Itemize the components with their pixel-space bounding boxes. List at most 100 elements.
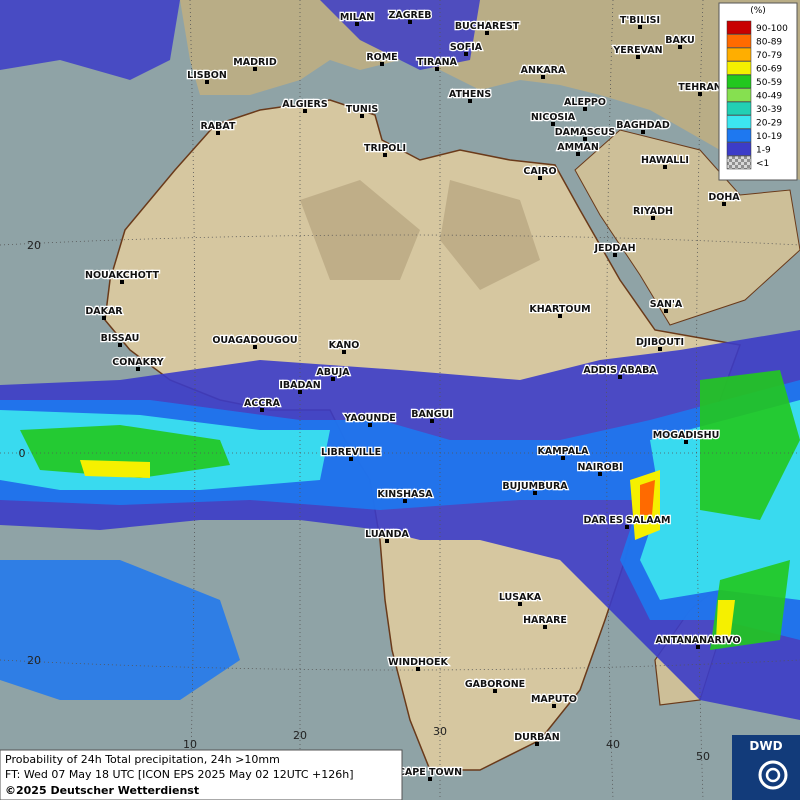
city-marker <box>380 62 384 66</box>
logo-swirl <box>758 760 788 790</box>
latitude-label: 20 <box>27 654 41 667</box>
city-marker <box>698 92 702 96</box>
city-label: LIBREVILLE <box>321 447 381 458</box>
legend-swatch <box>726 20 752 35</box>
city-marker <box>722 202 726 206</box>
city-label: KINSHASA <box>377 489 433 500</box>
legend-swatch <box>726 34 752 48</box>
city-label: T'BILISI <box>620 15 660 26</box>
city-marker <box>678 45 682 49</box>
city-label: NAIROBI <box>577 462 622 473</box>
city-label: GABORONE <box>465 679 525 690</box>
city-marker <box>102 316 106 320</box>
city-marker <box>684 440 688 444</box>
city-marker <box>118 343 122 347</box>
city-marker <box>651 216 655 220</box>
legend-swatch <box>726 115 752 129</box>
city-marker <box>551 122 555 126</box>
city-label: DURBAN <box>514 732 560 743</box>
city-label: YAOUNDE <box>343 413 395 424</box>
latitude-label: 0 <box>19 447 26 460</box>
legend: (%) 90-100 80-89 70-79 60-69 50-59 40-49 30-39… <box>718 2 798 181</box>
city-label: TIRANA <box>417 57 458 68</box>
city-marker <box>253 345 257 349</box>
city-label: OUAGADOUGOU <box>212 335 297 346</box>
legend-label: 80-89 <box>756 38 782 48</box>
city-marker <box>538 176 542 180</box>
city-label: BUJUMBURA <box>502 481 568 492</box>
city-marker <box>385 539 389 543</box>
city-marker <box>430 419 434 423</box>
city-label: BUCHAREST <box>455 21 520 32</box>
city-marker <box>485 31 489 35</box>
city-marker <box>641 130 645 134</box>
city-label: KHARTOUM <box>529 304 590 315</box>
city-label: ACCRA <box>244 398 281 409</box>
city-label: WINDHOEK <box>388 657 448 668</box>
city-marker <box>518 602 522 606</box>
footer-box <box>0 749 403 800</box>
city-marker <box>303 109 307 113</box>
city-label: DAR ES SALAAM <box>584 515 671 526</box>
footer: Probability of 24h Total precipitation, … <box>0 749 403 800</box>
city-marker <box>464 52 468 56</box>
legend-title: (%) <box>750 6 766 16</box>
city-label: RABAT <box>200 121 236 132</box>
city-label: MAPUTO <box>531 694 577 705</box>
longitude-label: 30 <box>433 725 447 738</box>
legend-label: 30-39 <box>756 105 782 115</box>
logo-text: DWD <box>749 739 782 753</box>
city-marker <box>552 704 556 708</box>
legend-swatch <box>726 47 752 62</box>
city-label: ANTANANARIVO <box>655 635 740 646</box>
footer-line: FT: Wed 07 May 18 UTC [ICON EPS 2025 May… <box>5 768 354 781</box>
highlands <box>300 180 540 290</box>
city-marker <box>533 491 537 495</box>
city-marker <box>636 55 640 59</box>
longitude-label: 10 <box>183 738 197 751</box>
city-marker <box>541 75 545 79</box>
logo-box <box>732 735 800 800</box>
footer-line: ©2025 Deutscher Wetterdienst <box>5 784 199 797</box>
city-marker <box>558 314 562 318</box>
longitude-label: 50 <box>696 750 710 763</box>
city-label: BAKU <box>665 35 695 46</box>
city-label: DJIBOUTI <box>636 337 684 348</box>
city-label: RIYADH <box>633 206 673 217</box>
europe-land <box>180 0 800 180</box>
city-marker <box>535 742 539 746</box>
city-label: DAKAR <box>85 306 123 317</box>
city-marker <box>428 777 432 781</box>
city-marker <box>493 689 497 693</box>
city-label: KAMPALA <box>537 446 589 457</box>
city-label: DOHA <box>708 192 740 203</box>
city-marker <box>583 107 587 111</box>
city-label: CONAKRY <box>112 357 164 368</box>
city-label: BAGHDAD <box>616 120 670 131</box>
city-label: ANKARA <box>521 65 566 76</box>
city-label: LISBON <box>187 70 227 81</box>
city-marker <box>383 153 387 157</box>
legend-label: 90-100 <box>756 24 788 34</box>
city-label: HARARE <box>523 615 567 626</box>
city-marker <box>342 350 346 354</box>
city-marker <box>583 137 587 141</box>
city-marker <box>658 347 662 351</box>
city-label: NICOSIA <box>531 112 576 123</box>
city-label: TUNIS <box>346 104 379 115</box>
city-label: YEREVAN <box>612 45 662 56</box>
legend-label: 20-29 <box>756 119 782 129</box>
city-label: MADRID <box>233 57 277 68</box>
legend-label: 1-9 <box>756 146 771 156</box>
city-label: SAN'A <box>650 299 683 310</box>
city-marker <box>298 390 302 394</box>
legend-label: 60-69 <box>756 65 782 75</box>
legend-label: 50-59 <box>756 78 782 88</box>
city-label: HAWALLI <box>641 155 689 166</box>
legend-swatch <box>726 61 752 75</box>
legend-label: <1 <box>756 159 769 169</box>
legend-label: 70-79 <box>756 51 782 61</box>
city-label: NOUAKCHOTT <box>85 270 159 281</box>
precip-80-89 <box>640 480 655 515</box>
